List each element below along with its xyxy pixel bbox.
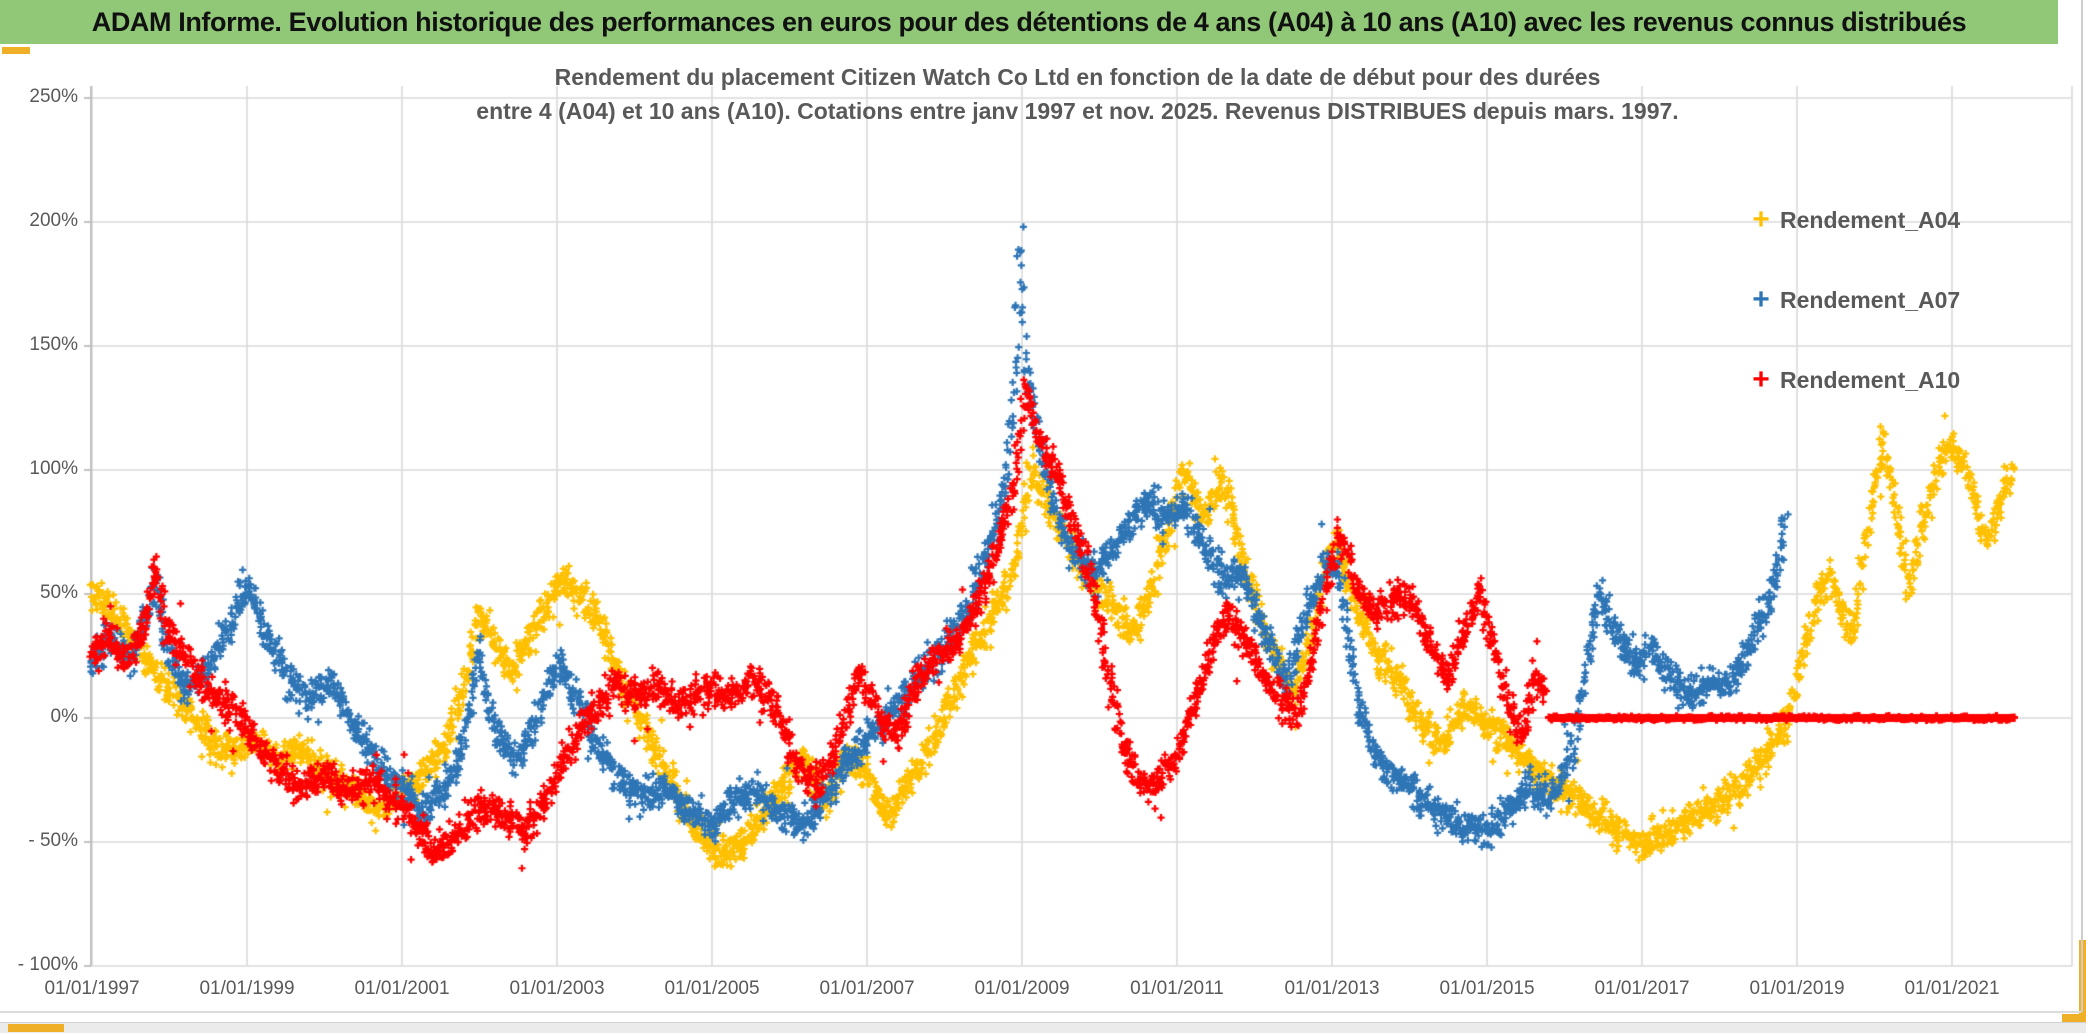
legend-label: Rendement_A07 <box>1780 286 1961 313</box>
x-tick-label: 01/01/2015 <box>1439 978 1535 999</box>
scrollbar-thumb[interactable] <box>8 1024 64 1032</box>
x-tick-label: 01/01/2005 <box>664 978 760 999</box>
x-tick-label: 01/01/2003 <box>509 978 605 999</box>
chart-legend: + Rendement_A04 + Rendement_A07 + Rendem… <box>1748 204 1960 444</box>
x-tick-label: 01/01/2019 <box>1749 978 1845 999</box>
y-tick-label: 0% <box>50 706 78 727</box>
x-tick-label: 01/01/2009 <box>974 978 1070 999</box>
chart-bottom-border <box>0 1011 2081 1013</box>
legend-label: Rendement_A10 <box>1780 366 1961 393</box>
page-title: ADAM Informe. Evolution historique des p… <box>91 6 1967 37</box>
plus-marker-icon: + <box>1752 283 1770 316</box>
x-tick-label: 01/01/2013 <box>1284 978 1380 999</box>
gold-frame-bottom-right <box>2062 1014 2086 1023</box>
x-tick-label: 01/01/2017 <box>1594 978 1690 999</box>
y-tick-label: - 100% <box>17 954 78 975</box>
legend-item-a07[interactable]: + Rendement_A07 <box>1748 284 1960 316</box>
y-tick-label: 50% <box>39 582 78 603</box>
x-tick-label: 01/01/1997 <box>44 978 140 999</box>
gold-frame-top-left <box>2 47 30 54</box>
y-tick-label: 100% <box>29 458 78 479</box>
y-tick-label: - 50% <box>28 830 78 851</box>
plus-marker-icon: + <box>1752 363 1770 396</box>
x-tick-label: 01/01/2021 <box>1904 978 2000 999</box>
horizontal-scrollbar[interactable] <box>0 1022 2086 1033</box>
window-right-edge <box>2081 0 2083 1012</box>
legend-label: Rendement_A04 <box>1780 206 1961 233</box>
legend-item-a04[interactable]: + Rendement_A04 <box>1748 204 1960 236</box>
header-band: ADAM Informe. Evolution historique des p… <box>0 0 2058 44</box>
y-tick-label: 200% <box>29 210 78 231</box>
plus-marker-icon: + <box>1752 203 1770 236</box>
chart-title-line1: Rendement du placement Citizen Watch Co … <box>554 64 1601 90</box>
x-tick-label: 01/01/2007 <box>819 978 915 999</box>
x-tick-label: 01/01/2001 <box>354 978 450 999</box>
x-tick-label: 01/01/1999 <box>199 978 295 999</box>
legend-item-a10[interactable]: + Rendement_A10 <box>1748 364 1960 396</box>
chart-title: Rendement du placement Citizen Watch Co … <box>90 60 2065 128</box>
chart-title-line2: entre 4 (A04) et 10 ans (A10). Cotations… <box>476 98 1679 124</box>
y-tick-label: 150% <box>29 334 78 355</box>
y-tick-label: 250% <box>29 86 78 107</box>
x-tick-label: 01/01/2011 <box>1130 978 1224 999</box>
